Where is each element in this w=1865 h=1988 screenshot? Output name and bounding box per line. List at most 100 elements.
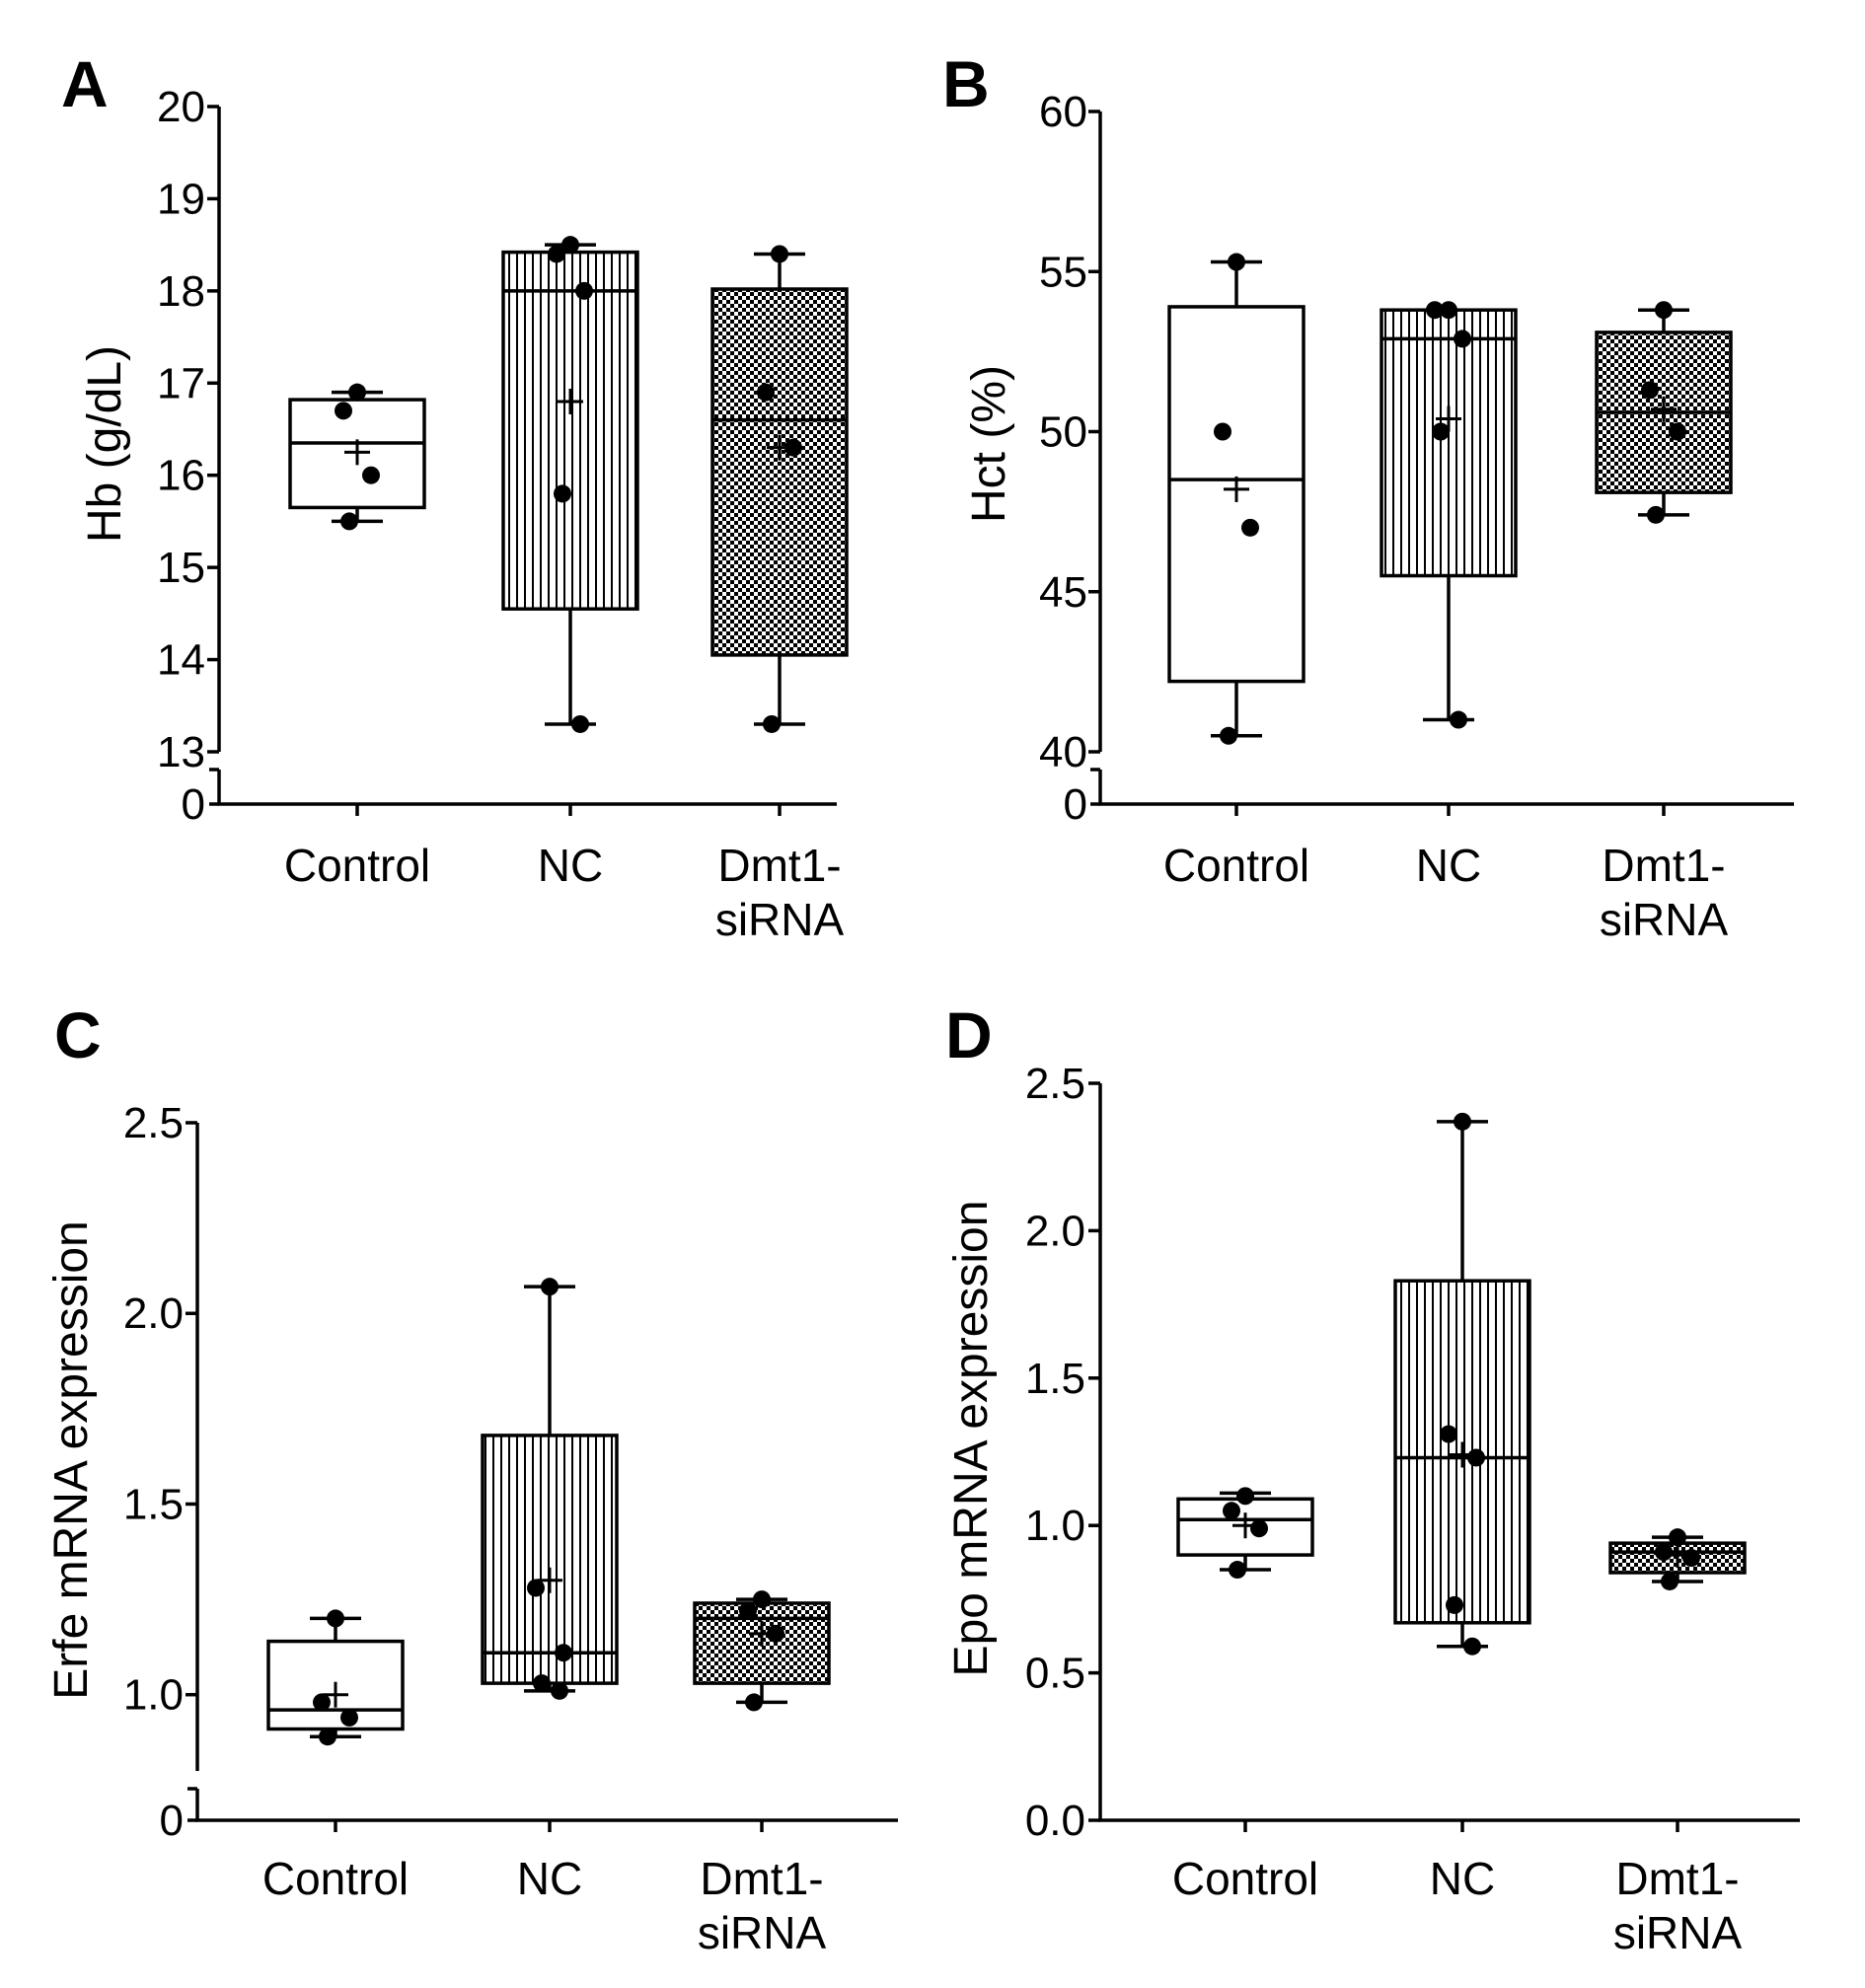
data-point	[1467, 1448, 1485, 1467]
y-tick-label: 2.5	[123, 1099, 184, 1147]
data-point	[1250, 1519, 1268, 1538]
y-tick-label: 16	[157, 452, 205, 500]
data-point	[561, 236, 579, 255]
data-point	[575, 281, 593, 300]
x-tick-label: Dmt1-	[700, 1853, 823, 1904]
data-point	[753, 1590, 771, 1609]
panel-letter-c: C	[54, 998, 102, 1071]
x-tick-label: siRNA	[715, 894, 845, 945]
y-tick-label: 18	[157, 267, 205, 316]
y-tick-label: 45	[1039, 568, 1087, 617]
x-tick-label: Dmt1-	[1615, 1853, 1739, 1904]
data-point	[1223, 1502, 1240, 1520]
y-tick-label: 19	[157, 175, 205, 223]
data-point	[548, 245, 565, 263]
data-point	[745, 1693, 763, 1712]
x-tick-label: Dmt1-	[1602, 840, 1725, 891]
y-tick-label: 20	[157, 83, 205, 131]
data-point	[1647, 505, 1665, 524]
data-point	[1446, 1595, 1463, 1614]
data-point	[771, 245, 788, 263]
x-tick-label: Control	[1163, 840, 1309, 891]
data-point	[1682, 1549, 1700, 1568]
box-iqr	[710, 287, 849, 657]
y-tick-label-break: 0	[1064, 780, 1087, 829]
plot-b: 040 45 50 55 60 Control NC Dmt1-siRNA	[1039, 88, 1794, 945]
y-tick-label: 55	[1039, 248, 1087, 296]
box-iqr	[1380, 308, 1518, 578]
y-tick-label: 1.0	[1025, 1502, 1085, 1550]
y-tick-label-break: 0	[160, 1797, 184, 1845]
box-iqr	[266, 1639, 405, 1731]
x-tick-label: Control	[284, 840, 430, 891]
data-point	[1214, 422, 1231, 441]
data-point	[1454, 330, 1471, 348]
x-tick-label: siRNA	[698, 1907, 827, 1958]
y-tick-label: 1.0	[123, 1671, 184, 1720]
data-point	[533, 1674, 551, 1693]
panel-a: A Hb (g/dL) 013 14 15 16 17 18 19 20 Control NC Dm…	[61, 47, 849, 945]
data-point	[362, 466, 380, 484]
y-tick-label: 2.0	[1025, 1207, 1085, 1255]
data-point	[757, 383, 775, 402]
y-tick-label: 1.5	[1025, 1355, 1085, 1403]
data-point	[1655, 301, 1673, 320]
data-point	[1463, 1637, 1481, 1656]
y-tick-label: 14	[157, 636, 205, 685]
x-tick-label: Control	[262, 1853, 409, 1904]
data-point	[1229, 1561, 1246, 1580]
box-iqr	[481, 1434, 619, 1685]
panel-d: D Epo mRNA expression 0.0 0.5 1.0 1.5 2.0 2.5…	[945, 998, 1800, 1958]
x-tick-label: siRNA	[1600, 894, 1729, 945]
y-tick-label-break: 0	[182, 780, 205, 829]
data-point	[763, 714, 781, 733]
data-point	[1655, 1543, 1673, 1562]
plot-a: 013 14 15 16 17 18 19 20 Control NC Dmt1-siRNA	[157, 83, 849, 945]
data-point	[313, 1693, 331, 1712]
y-axis-title-b: Hct (%)	[963, 365, 1015, 523]
x-tick-label: NC	[1416, 840, 1481, 891]
data-point	[551, 1681, 568, 1700]
y-tick-label: 60	[1039, 88, 1087, 136]
data-point	[1228, 253, 1245, 271]
data-point	[1220, 726, 1237, 745]
x-tick-label: NC	[538, 840, 603, 891]
y-axis-title-c: Erfe mRNA expression	[45, 1220, 98, 1700]
panel-letter-b: B	[942, 47, 990, 120]
data-point	[348, 383, 366, 402]
panel-c: C Erfe mRNA expression 0 1.0 1.5 2.0 2.5 Cont…	[45, 998, 898, 1958]
panel-letter-a: A	[61, 47, 109, 120]
data-point	[1426, 301, 1444, 320]
y-tick-label: 1.5	[123, 1480, 184, 1528]
data-point	[1432, 422, 1450, 441]
data-point	[340, 1708, 358, 1727]
y-tick-label: 0.0	[1025, 1797, 1085, 1845]
data-point	[1454, 1112, 1471, 1131]
data-point	[1440, 301, 1457, 320]
panel-b: B Hct (%) 040 45 50 55 60 Control NC Dmt1-siRNA	[942, 47, 1794, 945]
y-tick-label: 2.5	[1025, 1060, 1085, 1108]
box-iqr	[501, 250, 639, 611]
data-point	[1669, 1528, 1686, 1547]
data-point	[527, 1579, 545, 1597]
y-tick-label: 2.0	[123, 1289, 184, 1338]
data-point	[327, 1609, 344, 1628]
y-axis-title-a: Hb (g/dL)	[79, 345, 131, 543]
y-axis-title-d: Epo mRNA expression	[945, 1201, 998, 1677]
plot-c: 0 1.0 1.5 2.0 2.5 Control NC Dmt1-siRNA	[123, 1099, 898, 1958]
data-point	[1669, 422, 1686, 441]
data-point	[555, 1644, 572, 1662]
data-point	[554, 484, 571, 503]
data-point	[571, 714, 589, 733]
y-tick-label: 50	[1039, 408, 1087, 457]
plot-d: 0.0 0.5 1.0 1.5 2.0 2.5 Control NC Dmt1-siRNA	[1025, 1060, 1800, 1958]
data-point	[335, 402, 352, 420]
y-tick-label: 40	[1039, 728, 1087, 776]
data-point	[1641, 381, 1659, 400]
x-tick-label: NC	[517, 1853, 582, 1904]
y-tick-label: 0.5	[1025, 1650, 1085, 1698]
data-point	[1241, 518, 1259, 537]
data-point	[767, 1624, 784, 1643]
data-point	[784, 438, 802, 457]
